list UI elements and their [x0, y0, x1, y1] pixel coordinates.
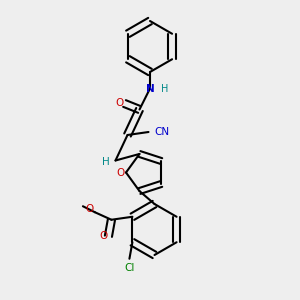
Text: Cl: Cl: [124, 263, 135, 273]
Text: O: O: [85, 204, 94, 214]
Text: H: H: [102, 157, 110, 167]
Text: O: O: [116, 167, 125, 178]
Text: CN: CN: [154, 127, 169, 137]
Text: H: H: [161, 83, 169, 94]
Text: O: O: [99, 231, 107, 241]
Text: N: N: [146, 83, 154, 94]
Text: O: O: [115, 98, 123, 109]
